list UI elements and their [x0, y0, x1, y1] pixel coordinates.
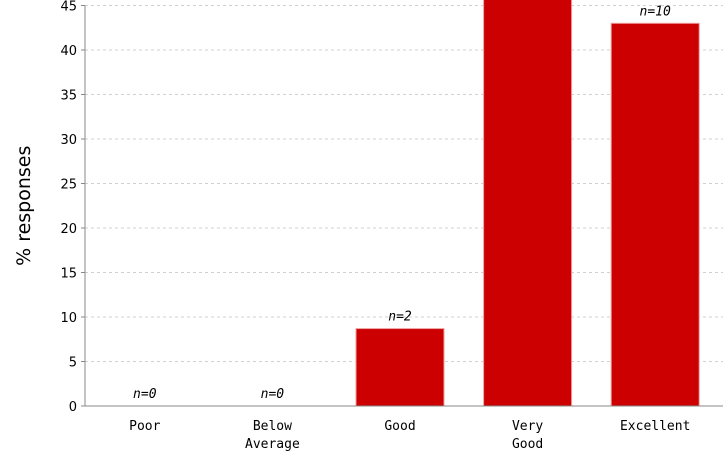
y-tick-label: 5	[69, 356, 77, 371]
x-category-label-line: Very	[512, 419, 543, 434]
data-label: n=2	[388, 310, 412, 325]
bar	[355, 328, 445, 407]
data-label: n=0	[261, 387, 285, 402]
x-category-label: Good	[384, 419, 415, 434]
x-category-label-line: Good	[384, 419, 415, 434]
y-tick-label: 30	[60, 133, 77, 148]
data-label: n=10	[640, 4, 671, 19]
x-category-label-line: Excellent	[620, 419, 690, 434]
data-label: n=0	[133, 387, 157, 402]
y-axis-title: % responses	[13, 146, 35, 266]
x-category-label: Excellent	[620, 419, 690, 434]
y-tick-label: 35	[60, 89, 77, 104]
data-labels: n=0 n=0 n=2 n=10	[133, 4, 671, 402]
axes	[84, 5, 723, 407]
bar	[483, 0, 573, 407]
y-tick-label: 40	[60, 44, 77, 59]
x-category-label-line: Poor	[129, 419, 160, 434]
x-category-label-line: Below	[253, 419, 292, 434]
x-category-label-line: Good	[512, 437, 543, 452]
bars	[355, 0, 700, 407]
x-category-label: Below Average	[245, 419, 300, 452]
y-tick-label: 0	[69, 400, 77, 415]
x-category-label: Very Good	[512, 419, 543, 452]
y-tick-label: 45	[60, 0, 77, 15]
y-ticks: 0 5 10 15 20 25 30 35 40 45	[60, 0, 85, 415]
y-tick-label: 10	[60, 311, 77, 326]
x-category-label: Poor	[129, 419, 160, 434]
y-tick-label: 15	[60, 267, 77, 282]
bar	[610, 22, 700, 407]
y-tick-label: 20	[60, 222, 77, 237]
x-category-label-line: Average	[245, 437, 300, 452]
y-tick-label: 25	[60, 178, 77, 193]
x-category-labels: Poor Below Average Good Very Good Excellent	[129, 419, 690, 452]
